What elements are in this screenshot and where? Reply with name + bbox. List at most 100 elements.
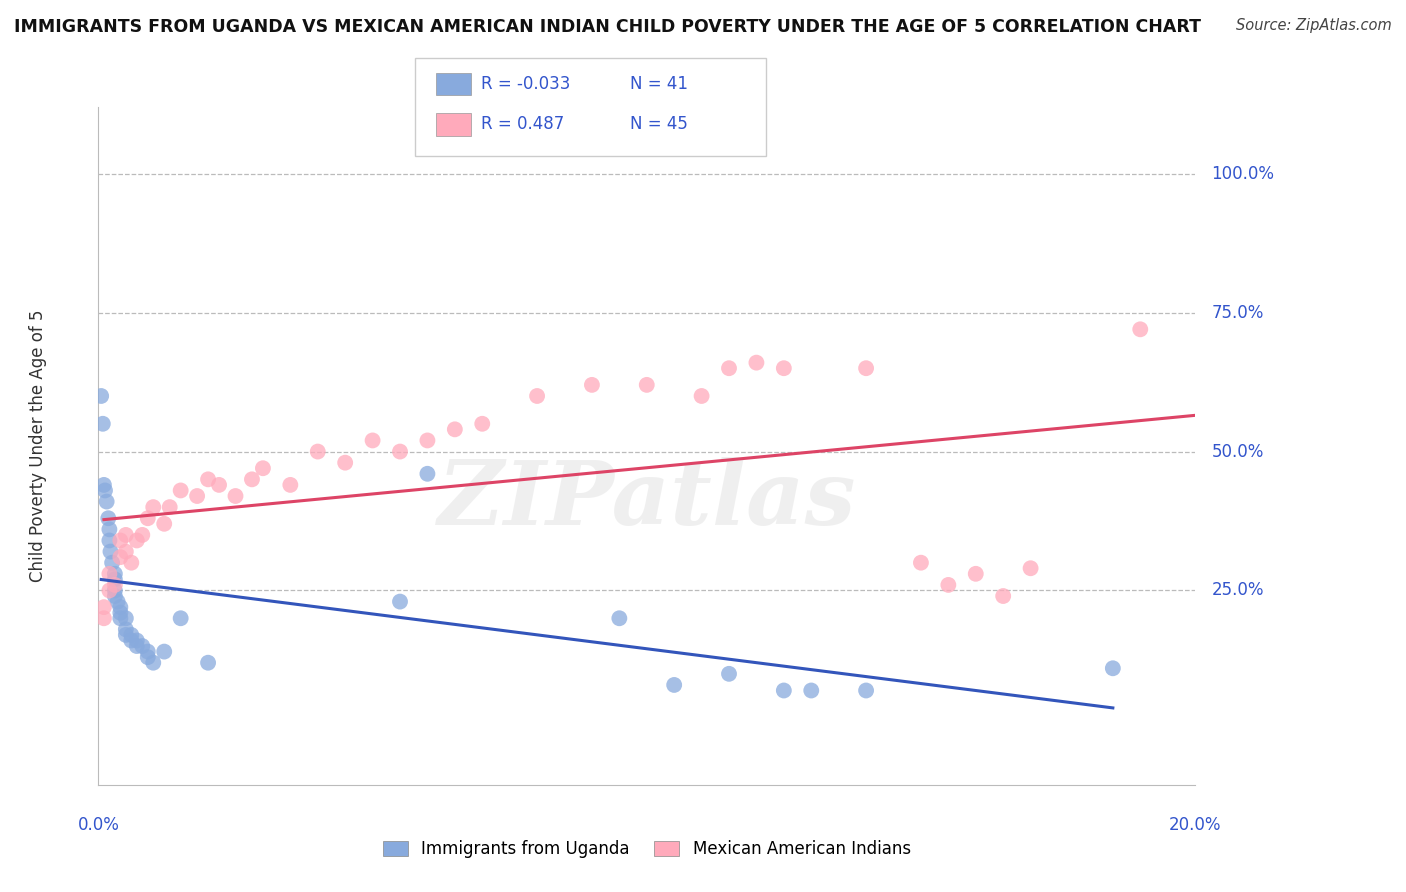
Point bbox=[153, 516, 176, 531]
Point bbox=[800, 683, 823, 698]
Point bbox=[104, 578, 127, 592]
Point bbox=[159, 500, 181, 515]
Point bbox=[98, 583, 121, 598]
Point bbox=[104, 566, 127, 581]
Point bbox=[115, 623, 138, 637]
Point bbox=[664, 678, 686, 692]
Text: R = 0.487: R = 0.487 bbox=[481, 115, 564, 133]
Point bbox=[225, 489, 247, 503]
Point bbox=[581, 377, 603, 392]
Point bbox=[91, 417, 114, 431]
Point bbox=[388, 594, 412, 608]
Text: 25.0%: 25.0% bbox=[1212, 582, 1264, 599]
Point bbox=[131, 528, 153, 542]
Legend: Immigrants from Uganda, Mexican American Indians: Immigrants from Uganda, Mexican American… bbox=[375, 833, 918, 864]
Point bbox=[104, 583, 127, 598]
Point bbox=[993, 589, 1015, 603]
Point bbox=[98, 533, 121, 548]
Point bbox=[1019, 561, 1042, 575]
Point bbox=[110, 600, 132, 615]
Point bbox=[142, 656, 165, 670]
Point bbox=[136, 644, 159, 658]
Point bbox=[96, 494, 118, 508]
Point bbox=[690, 389, 713, 403]
Point bbox=[773, 361, 796, 376]
Point bbox=[110, 533, 132, 548]
Point bbox=[100, 544, 122, 558]
Text: ZIPatlas: ZIPatlas bbox=[439, 457, 855, 543]
Text: N = 45: N = 45 bbox=[630, 115, 688, 133]
Point bbox=[718, 361, 741, 376]
Text: 20.0%: 20.0% bbox=[1168, 815, 1222, 833]
Text: 50.0%: 50.0% bbox=[1212, 442, 1264, 460]
Point bbox=[97, 511, 120, 525]
Point bbox=[94, 483, 117, 498]
Point bbox=[636, 377, 658, 392]
Point bbox=[773, 683, 796, 698]
Point bbox=[115, 544, 138, 558]
Point bbox=[110, 550, 132, 565]
Point bbox=[416, 467, 439, 481]
Text: 75.0%: 75.0% bbox=[1212, 303, 1264, 322]
Point bbox=[526, 389, 548, 403]
Point bbox=[93, 600, 115, 615]
Point bbox=[110, 611, 132, 625]
Point bbox=[120, 556, 142, 570]
Point bbox=[104, 589, 127, 603]
Point bbox=[388, 444, 412, 458]
Point bbox=[745, 356, 768, 370]
Point bbox=[136, 650, 159, 665]
Point bbox=[131, 639, 153, 653]
Point bbox=[93, 478, 115, 492]
Text: 100.0%: 100.0% bbox=[1212, 165, 1275, 183]
Point bbox=[104, 573, 127, 587]
Text: N = 41: N = 41 bbox=[630, 75, 688, 93]
Point bbox=[125, 533, 148, 548]
Point bbox=[170, 611, 193, 625]
Text: Child Poverty Under the Age of 5: Child Poverty Under the Age of 5 bbox=[30, 310, 48, 582]
Point bbox=[120, 633, 142, 648]
Point bbox=[444, 422, 467, 436]
Point bbox=[197, 472, 219, 486]
Point bbox=[101, 556, 124, 570]
Text: Source: ZipAtlas.com: Source: ZipAtlas.com bbox=[1236, 18, 1392, 33]
Point bbox=[1102, 661, 1125, 675]
Point bbox=[142, 500, 165, 515]
Point bbox=[280, 478, 302, 492]
Point bbox=[125, 633, 148, 648]
Point bbox=[136, 511, 159, 525]
Point bbox=[240, 472, 263, 486]
Text: 0.0%: 0.0% bbox=[77, 815, 120, 833]
Text: IMMIGRANTS FROM UGANDA VS MEXICAN AMERICAN INDIAN CHILD POVERTY UNDER THE AGE OF: IMMIGRANTS FROM UGANDA VS MEXICAN AMERIC… bbox=[14, 18, 1201, 36]
Point bbox=[855, 683, 877, 698]
Point bbox=[361, 434, 384, 448]
Point bbox=[718, 666, 741, 681]
Point bbox=[125, 639, 148, 653]
Point bbox=[965, 566, 987, 581]
Point bbox=[153, 644, 176, 658]
Point bbox=[186, 489, 208, 503]
Point bbox=[197, 656, 219, 670]
Text: R = -0.033: R = -0.033 bbox=[481, 75, 571, 93]
Point bbox=[115, 611, 138, 625]
Point bbox=[471, 417, 494, 431]
Point bbox=[1129, 322, 1152, 336]
Point bbox=[120, 628, 142, 642]
Point bbox=[609, 611, 631, 625]
Point bbox=[98, 566, 121, 581]
Point bbox=[307, 444, 329, 458]
Point bbox=[208, 478, 231, 492]
Point bbox=[938, 578, 960, 592]
Point bbox=[107, 594, 129, 608]
Point bbox=[93, 611, 115, 625]
Point bbox=[416, 434, 439, 448]
Point bbox=[98, 522, 121, 536]
Point bbox=[335, 456, 357, 470]
Point bbox=[115, 628, 138, 642]
Point bbox=[855, 361, 877, 376]
Point bbox=[115, 528, 138, 542]
Point bbox=[170, 483, 193, 498]
Point bbox=[252, 461, 274, 475]
Point bbox=[110, 606, 132, 620]
Point bbox=[910, 556, 932, 570]
